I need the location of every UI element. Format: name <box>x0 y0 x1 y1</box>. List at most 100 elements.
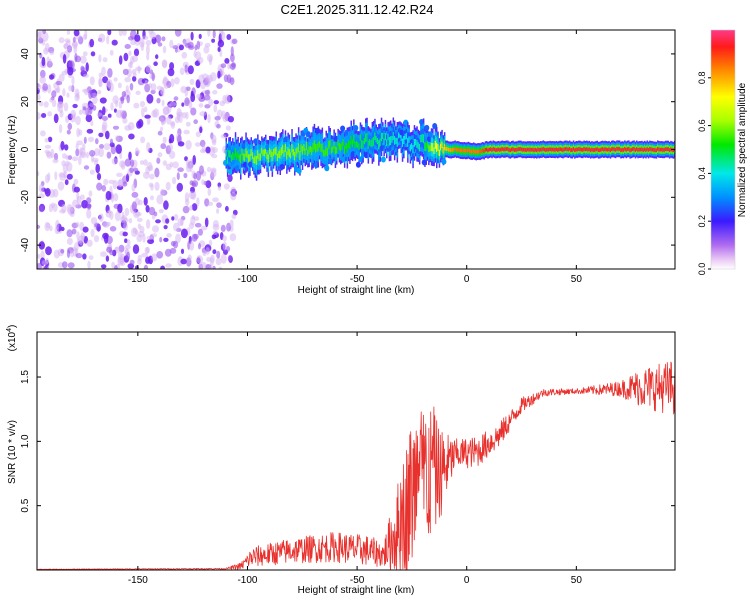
spectrogram-ridge-cell <box>564 147 567 151</box>
spectrogram-ridge-cell <box>401 138 404 147</box>
spectrogram-ridge-cell <box>588 147 591 151</box>
spectrogram-ridge-cell <box>515 148 517 152</box>
spectrogram-noise-cell <box>167 68 175 77</box>
spectrogram-noise-cell <box>158 209 164 214</box>
spectrogram-noise-cell <box>53 82 57 89</box>
spectrogram-noise-cell <box>148 206 156 216</box>
spectrogram-noise-cell <box>57 181 65 191</box>
spectrogram-ridge-cell <box>415 138 417 146</box>
spectrogram-noise-cell <box>163 225 168 230</box>
spectrogram-noise-cell <box>181 51 188 59</box>
colorbar-tick-label: 0.8 <box>697 72 707 85</box>
snr-panel: -150 -100 -50 0 50 0.5 1.0 1.5 Height of strai… <box>6 325 676 596</box>
spectrogram-ridge-cell <box>618 147 621 151</box>
spectrogram-noise-cell <box>88 107 93 115</box>
spectrogram-noise-cell <box>101 185 107 192</box>
spectrogram-noise-cell <box>194 142 201 147</box>
spectrogram-noise-cell <box>47 84 52 94</box>
spectrogram-ridge-cell <box>387 133 389 141</box>
spectrogram-ridge-cell <box>399 131 401 138</box>
spectrogram-noise-cell <box>229 233 237 242</box>
spectrogram-ridge-cell <box>422 134 425 144</box>
spectrogram-ridge-cell <box>466 148 468 153</box>
spectrogram-ridge-cell <box>228 149 230 157</box>
spectrogram-ridge-cell <box>643 147 646 152</box>
spectrogram-noise-cell <box>145 39 152 46</box>
spectrogram-noise-cell <box>207 187 212 197</box>
spectrogram-noise-cell <box>191 203 198 211</box>
spectrogram-ridge-cell <box>574 148 576 152</box>
spectrogram-noise-cell <box>152 225 159 233</box>
spectrogram-ridge-cell <box>292 149 295 156</box>
spectrogram-noise-cell <box>136 120 142 129</box>
spectrogram-ridge-cell <box>530 147 533 152</box>
spectrogram-ridge-cell <box>226 156 229 164</box>
spectrogram-noise-cell <box>141 107 145 118</box>
spectrogram-noise-cell <box>162 60 167 68</box>
spectrogram-noise-cell <box>231 62 237 68</box>
spectrogram-ridge-cell <box>524 147 526 152</box>
spectrogram-noise-cell <box>166 116 172 125</box>
spectrogram-ridge-cell <box>305 141 308 150</box>
spectrogram-noise-cell <box>133 102 140 109</box>
spectrogram-noise-cell <box>59 173 67 181</box>
spectrogram-ridge-cell <box>437 143 439 151</box>
spectrogram-noise-cell <box>190 107 197 116</box>
spectrogram-ridge-cell <box>240 154 242 164</box>
spectrogram-noise-cell <box>183 129 190 135</box>
spectrogram-noise-cell <box>169 133 175 144</box>
spectrogram-noise-cell <box>100 264 107 269</box>
spectrogram-noise-cell <box>66 92 70 98</box>
spectrogram-ridge-cell <box>241 148 243 156</box>
spectrogram-ridge-cell <box>468 148 471 153</box>
spectrogram-noise-cell <box>98 78 103 88</box>
spectrogram-ridge-cell <box>457 147 459 152</box>
spectrogram-ridge-cell <box>328 140 330 150</box>
spectrogram-noise-cell <box>110 144 117 155</box>
spectrogram-noise-cell <box>75 148 80 157</box>
spectrogram-noise-cell <box>72 103 78 109</box>
spectrogram-noise-cell <box>84 30 88 40</box>
spectrogram-noise-cell <box>75 115 81 126</box>
spectrogram-noise-cell <box>180 219 184 227</box>
spectrogram-ridge-blob <box>315 127 321 134</box>
spectrogram-ridge-cell <box>465 149 467 153</box>
spectrogram-ridge-cell <box>307 149 309 156</box>
spectrogram-noise-cell <box>216 124 221 129</box>
spectrogram-ridge-cell <box>384 132 387 141</box>
spectrogram-noise-cell <box>142 35 149 41</box>
spectrogram-ridge-cell <box>584 147 587 152</box>
spectrogram-ridge-cell <box>583 147 585 151</box>
spectrogram-noise-cell <box>185 140 192 150</box>
spectrogram-ridge-cell <box>641 147 643 152</box>
spectrogram-ridge-cell <box>374 132 376 140</box>
spectrogram-ridge-blob <box>241 143 247 150</box>
spectrogram-noise-cell <box>217 70 221 79</box>
spectrogram-ridge-cell <box>393 136 396 145</box>
snr-plot-area <box>37 332 675 570</box>
spectrogram-noise-cell <box>145 246 150 254</box>
spectrogram-noise-cell <box>98 147 104 158</box>
spectrogram-ridge-cell <box>633 147 635 151</box>
spectrogram-noise-cell <box>222 235 227 242</box>
spectrogram-noise-cell <box>43 101 49 108</box>
spectrogram-ridge-cell <box>637 148 639 152</box>
spectrogram-ridge-cell <box>555 147 558 152</box>
spectrogram-noise-cell <box>150 83 157 92</box>
colorbar-gradient <box>710 29 736 270</box>
spectrogram-noise-cell <box>140 41 145 52</box>
spectrogram-noise-cell <box>205 264 212 269</box>
spectrogram-noise-cell <box>97 90 102 95</box>
snr-x-tick-label: 0 <box>464 575 470 586</box>
spectrogram-noise-cell <box>177 167 184 172</box>
spectrogram-ylabel: Frequency (Hz) <box>7 116 18 185</box>
spectrogram-noise-cell <box>44 144 52 149</box>
spectrogram-ridge-cell <box>622 148 625 152</box>
spectrogram-ridge-cell <box>504 147 506 152</box>
spectrogram-ridge-cell <box>509 148 512 153</box>
spectrogram-noise-cell <box>107 30 112 36</box>
spectrogram-noise-cell <box>118 178 124 187</box>
spectrogram-noise-cell <box>185 121 191 127</box>
spectrogram-noise-cell <box>174 77 180 85</box>
spectrogram-ridge-cell <box>642 148 645 152</box>
